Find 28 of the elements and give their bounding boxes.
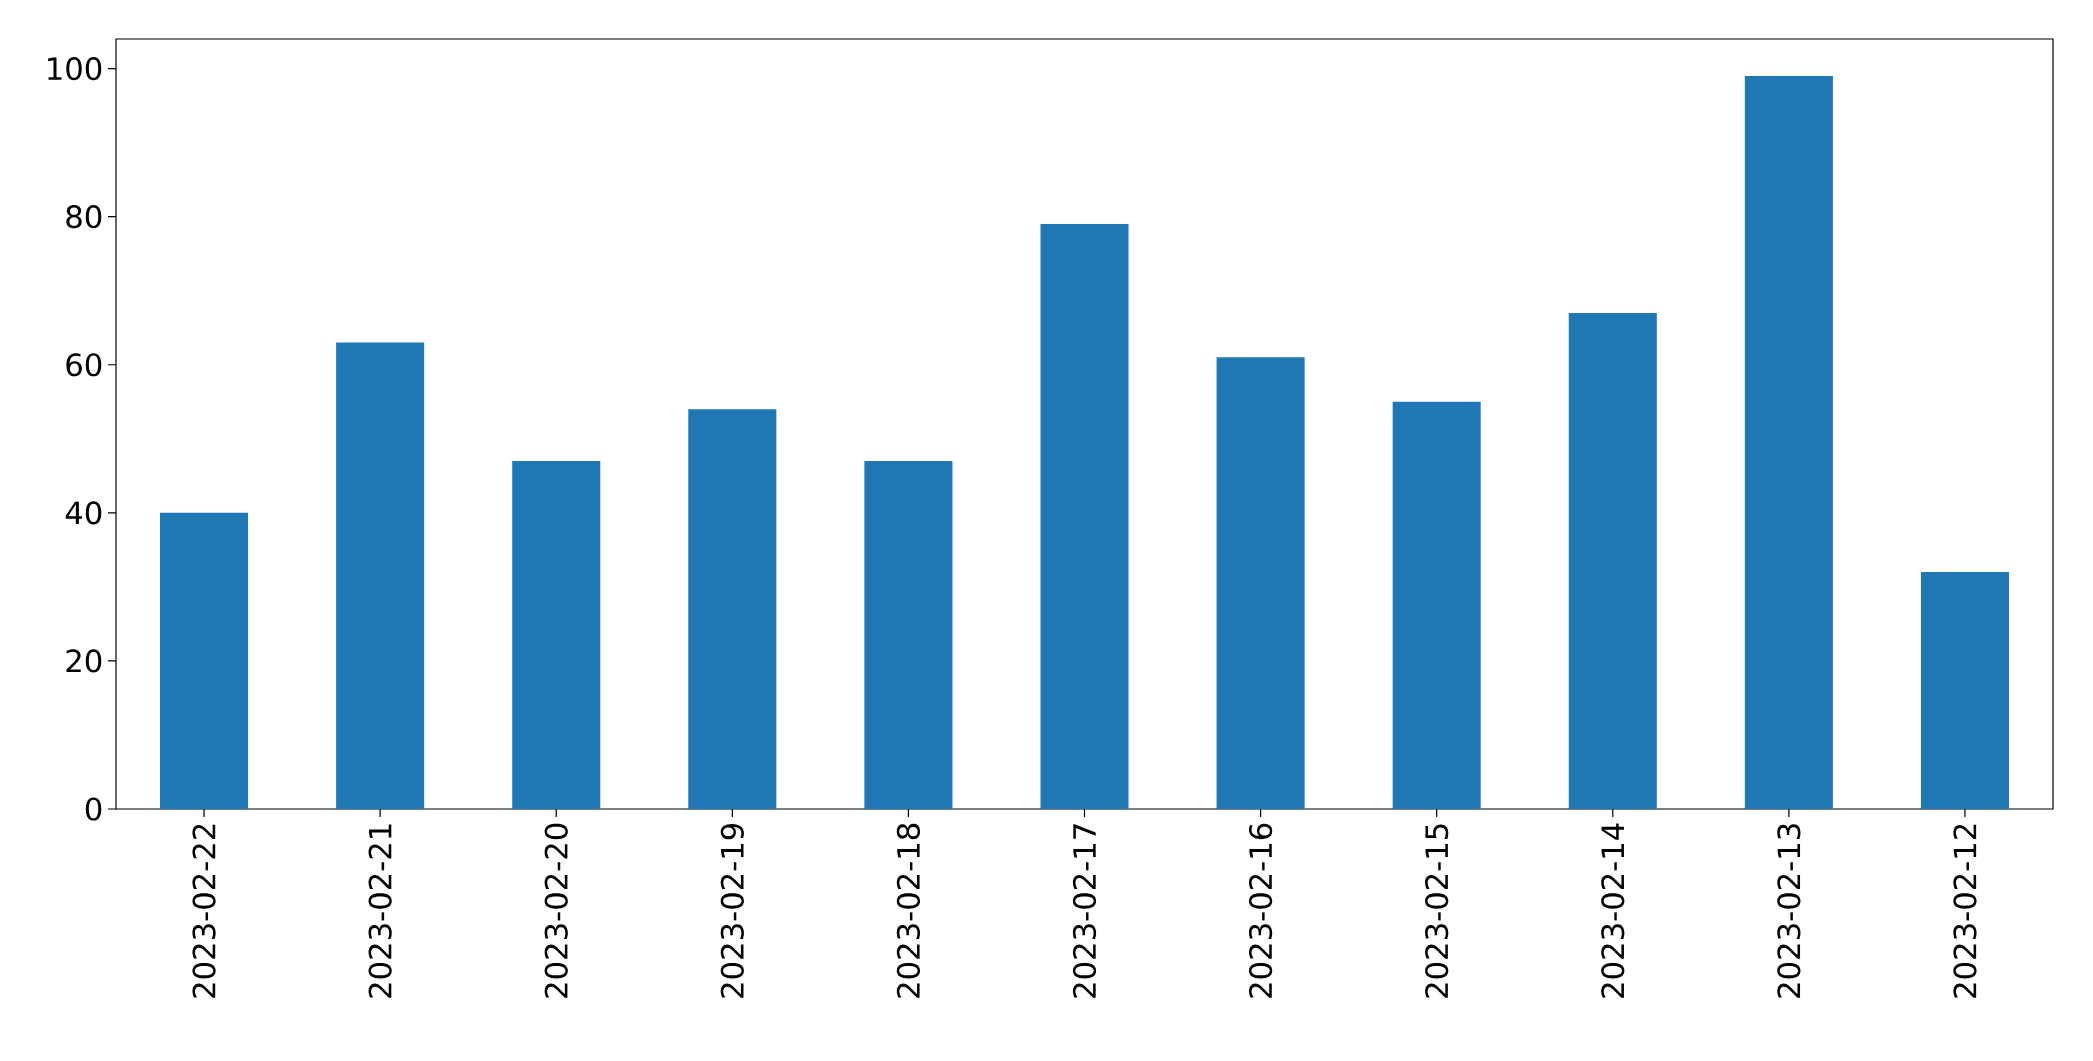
bar	[336, 342, 425, 809]
x-tick-label: 2023-02-20	[544, 823, 568, 998]
bar	[160, 512, 249, 809]
bar	[688, 409, 777, 809]
x-tick-label: 2023-02-13	[1777, 824, 1801, 998]
x-tick-label: 2023-02-15	[1425, 824, 1449, 998]
x-tick-label: 2023-02-14	[1601, 823, 1625, 998]
y-tick-label: 20	[66, 649, 102, 673]
bar	[1040, 224, 1129, 809]
x-tick-label: 2023-02-16	[1248, 823, 1273, 998]
x-tick-label: 2023-02-12	[1953, 824, 1977, 998]
y-tick-label: 80	[66, 205, 102, 229]
x-tick-label: 2023-02-18	[896, 823, 921, 998]
y-tick-label: 100	[48, 57, 102, 81]
bar	[1568, 312, 1657, 809]
y-tick-label: 0	[85, 797, 102, 821]
x-tick-label: 2023-02-17	[1072, 824, 1097, 998]
bar	[512, 461, 601, 809]
bar	[1744, 76, 1833, 809]
x-tick-label: 2023-02-22	[192, 824, 216, 998]
bar	[1216, 357, 1305, 809]
x-tick-label: 2023-02-19	[720, 823, 744, 998]
bar	[1920, 572, 2009, 809]
bar	[864, 461, 953, 809]
y-tick-label: 40	[65, 501, 102, 525]
y-tick-label: 60	[66, 353, 102, 377]
bar	[1392, 401, 1481, 809]
x-tick-label: 2023-02-21	[368, 824, 392, 998]
